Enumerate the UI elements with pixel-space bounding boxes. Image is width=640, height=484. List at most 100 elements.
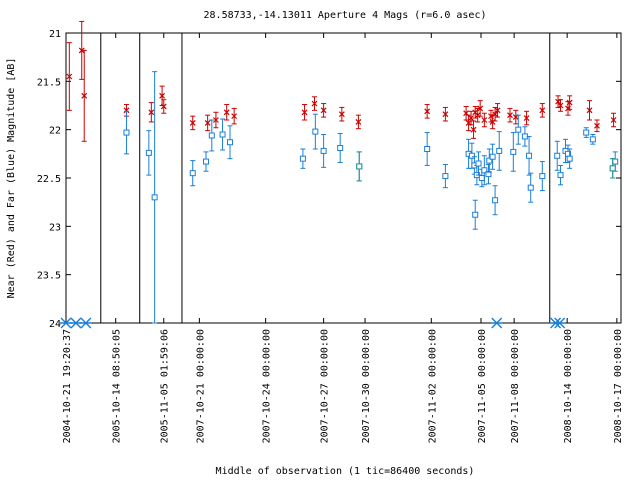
x-axis: 2004-10-21 19:20:37 2005-10-14 08:50:05 20… <box>62 33 624 443</box>
plot-frame <box>65 32 622 324</box>
data-point <box>557 164 564 186</box>
data-point <box>355 114 362 130</box>
data-point <box>526 135 533 176</box>
x-marker <box>539 107 546 114</box>
data-point <box>463 105 470 121</box>
x-tick-label-3: 2007-10-21 00:00:00 <box>195 329 206 443</box>
square-marker <box>312 128 319 135</box>
square-marker <box>151 194 158 201</box>
x-marker <box>213 117 219 123</box>
data-point <box>583 127 590 138</box>
y-axis-label: Near (Red) and Far (Blue) Magnitude [AB] <box>6 58 17 299</box>
data-point <box>515 114 522 145</box>
x-tick-label-9: 2007-11-08 00:00:00 <box>510 329 521 443</box>
square-marker <box>189 170 196 177</box>
data-point <box>223 104 230 121</box>
data-point <box>481 155 488 186</box>
square-marker <box>485 171 492 178</box>
square-marker <box>337 145 344 152</box>
x-marker <box>66 73 73 80</box>
data-point <box>338 106 345 122</box>
square-marker <box>320 147 327 154</box>
data-point <box>486 148 493 173</box>
data-point <box>424 132 431 166</box>
x-marker <box>477 105 484 112</box>
x-marker <box>610 117 617 123</box>
data-point <box>492 106 499 122</box>
x-marker <box>123 107 130 114</box>
limit-marker-5 <box>553 317 566 329</box>
square-marker <box>527 184 534 191</box>
square-marker <box>489 153 496 160</box>
data-point <box>468 110 474 126</box>
data-point <box>521 126 528 147</box>
data-point <box>594 119 600 133</box>
data-point <box>610 112 617 128</box>
data-point <box>586 100 593 121</box>
y-tick-label-6: 24 <box>49 319 61 330</box>
data-point <box>145 130 152 176</box>
square-marker <box>145 149 152 156</box>
data-point <box>477 100 484 117</box>
data-point <box>566 95 573 110</box>
square-marker <box>475 160 482 167</box>
data-point <box>485 163 492 185</box>
square-marker <box>612 158 619 165</box>
data-point <box>589 134 596 145</box>
data-point <box>492 185 499 216</box>
data-point <box>481 112 488 128</box>
x-tick-label-11: 2008-10-17 00:00:00 <box>613 329 624 443</box>
square-marker <box>515 126 522 133</box>
x-tick-label-8: 2007-11-05 00:00:00 <box>477 329 488 443</box>
data-point <box>356 151 363 182</box>
x-marker <box>338 111 345 118</box>
x-marker <box>474 112 481 119</box>
data-point <box>472 199 479 230</box>
y-tick-label-4: 23 <box>49 222 61 233</box>
data-point <box>311 96 318 111</box>
data-point <box>609 158 616 179</box>
x-tick-label-7: 2007-11-02 00:00:00 <box>427 329 438 443</box>
data-point <box>208 119 215 152</box>
square-marker <box>202 158 209 165</box>
square-marker <box>539 173 546 180</box>
data-point <box>213 111 219 129</box>
square-marker <box>468 152 475 159</box>
y-tick-label-2: 22 <box>49 126 61 137</box>
data-point <box>189 115 196 131</box>
data-point <box>539 161 546 192</box>
x-marker <box>594 122 600 129</box>
x-marker <box>231 113 238 120</box>
data-point <box>299 148 306 169</box>
data-point <box>527 172 534 203</box>
data-point <box>470 120 477 139</box>
data-point <box>123 110 130 155</box>
x-marker <box>301 109 308 116</box>
limit-marker-3 <box>490 317 503 329</box>
y-tick-label-3: 22.5 <box>37 174 61 185</box>
square-marker <box>472 211 479 218</box>
series-2 <box>356 151 616 182</box>
square-marker <box>554 152 561 159</box>
x-tick-label-4: 2007-10-24 00:00:00 <box>262 329 273 443</box>
data-point <box>312 113 319 150</box>
data-point <box>489 143 496 170</box>
square-marker <box>356 163 363 170</box>
chart-title: 28.58733,-14.13011 Aperture 4 Mags (r=6.… <box>204 10 487 21</box>
x-marker <box>523 115 530 121</box>
square-marker <box>123 129 130 136</box>
square-marker <box>583 129 590 136</box>
data-point <box>231 107 238 125</box>
segment-dividers <box>100 33 551 323</box>
data-point <box>159 85 166 106</box>
x-marker <box>204 119 211 126</box>
data-point <box>554 140 561 171</box>
square-marker <box>227 139 234 146</box>
data-point <box>160 99 167 114</box>
data-point <box>189 160 196 187</box>
square-marker <box>299 155 306 162</box>
square-marker <box>609 165 616 172</box>
data-point <box>557 99 564 112</box>
y-axis: 21 21.5 22 22.5 23 23.5 24 <box>37 29 621 330</box>
